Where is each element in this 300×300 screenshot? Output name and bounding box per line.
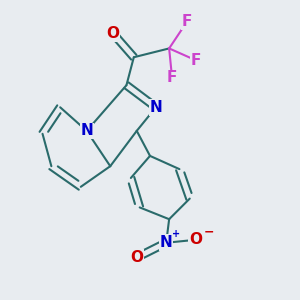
Text: +: + — [172, 229, 181, 239]
Text: F: F — [167, 70, 177, 86]
Text: N: N — [149, 100, 162, 115]
Text: N: N — [80, 123, 93, 138]
Text: F: F — [182, 14, 192, 29]
Text: O: O — [130, 250, 143, 265]
Text: O: O — [107, 26, 120, 41]
Text: F: F — [190, 53, 201, 68]
Text: −: − — [204, 226, 214, 239]
Text: N: N — [160, 235, 172, 250]
Text: O: O — [189, 232, 202, 247]
